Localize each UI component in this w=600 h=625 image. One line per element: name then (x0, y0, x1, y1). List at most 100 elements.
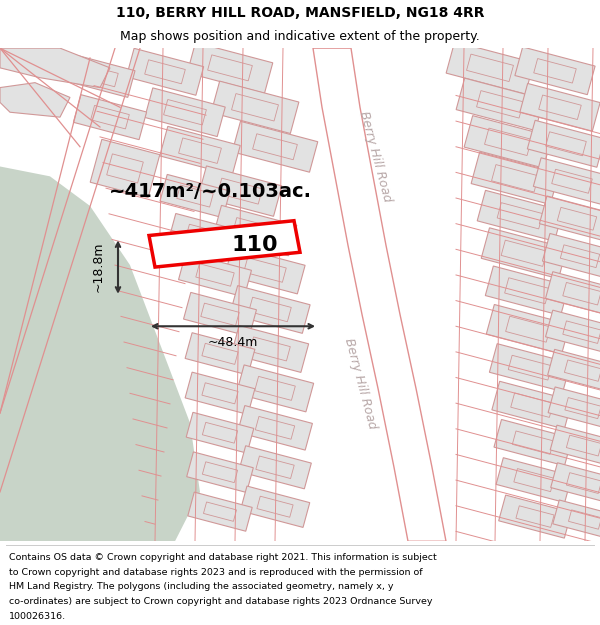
Polygon shape (551, 462, 600, 503)
Polygon shape (534, 59, 576, 83)
Polygon shape (477, 191, 563, 241)
Polygon shape (256, 456, 294, 479)
Polygon shape (198, 166, 282, 216)
Polygon shape (539, 95, 581, 119)
Polygon shape (253, 134, 298, 160)
Polygon shape (553, 500, 600, 539)
Polygon shape (232, 121, 318, 172)
Polygon shape (202, 462, 238, 482)
Polygon shape (516, 506, 554, 528)
Polygon shape (565, 398, 600, 419)
Polygon shape (145, 60, 185, 84)
Polygon shape (65, 54, 135, 98)
Polygon shape (565, 360, 600, 381)
Polygon shape (82, 65, 118, 87)
Polygon shape (506, 316, 550, 342)
Polygon shape (107, 154, 143, 183)
Text: ~417m²/~0.103ac.: ~417m²/~0.103ac. (109, 182, 311, 201)
Polygon shape (187, 452, 253, 493)
Polygon shape (202, 343, 238, 364)
Polygon shape (177, 185, 213, 207)
Polygon shape (203, 502, 236, 521)
Polygon shape (533, 158, 600, 205)
Polygon shape (505, 278, 550, 304)
Polygon shape (485, 266, 569, 316)
Polygon shape (492, 381, 572, 429)
Text: 100026316.: 100026316. (9, 612, 66, 621)
Polygon shape (464, 116, 552, 168)
Polygon shape (202, 382, 238, 404)
Polygon shape (202, 422, 238, 443)
Polygon shape (471, 152, 559, 204)
Text: Map shows position and indicative extent of the property.: Map shows position and indicative extent… (120, 29, 480, 42)
Polygon shape (557, 208, 596, 230)
Text: 110, BERRY HILL ROAD, MANSFIELD, NG18 4RR: 110, BERRY HILL ROAD, MANSFIELD, NG18 4R… (116, 6, 484, 21)
Polygon shape (548, 387, 600, 429)
Polygon shape (249, 298, 291, 322)
Polygon shape (566, 435, 600, 456)
Polygon shape (511, 393, 553, 418)
Polygon shape (446, 42, 534, 94)
Text: to Crown copyright and database rights 2023 and is reproduced with the permissio: to Crown copyright and database rights 2… (9, 568, 422, 577)
Polygon shape (187, 42, 273, 93)
Polygon shape (239, 446, 311, 489)
Polygon shape (566, 472, 600, 494)
Polygon shape (545, 272, 600, 316)
Polygon shape (184, 292, 256, 336)
Polygon shape (256, 416, 295, 439)
Polygon shape (0, 166, 200, 541)
Polygon shape (490, 344, 571, 392)
Polygon shape (497, 202, 543, 229)
Polygon shape (560, 245, 599, 268)
Polygon shape (257, 496, 293, 518)
Polygon shape (520, 84, 600, 131)
Text: ~18.8m: ~18.8m (91, 242, 104, 292)
Polygon shape (179, 253, 251, 297)
Text: Berry Hill Road: Berry Hill Road (356, 110, 394, 204)
Polygon shape (179, 138, 221, 163)
Polygon shape (185, 332, 255, 375)
Polygon shape (213, 206, 297, 256)
Polygon shape (546, 132, 586, 156)
Polygon shape (145, 88, 225, 137)
Polygon shape (542, 234, 600, 279)
Polygon shape (233, 217, 277, 244)
Polygon shape (481, 228, 567, 279)
Polygon shape (485, 128, 532, 156)
Text: Contains OS data © Crown copyright and database right 2021. This information is : Contains OS data © Crown copyright and d… (9, 553, 437, 562)
Polygon shape (232, 326, 308, 372)
Polygon shape (456, 78, 544, 131)
Polygon shape (550, 425, 600, 466)
Polygon shape (501, 240, 547, 266)
Polygon shape (230, 286, 310, 333)
Polygon shape (514, 469, 554, 492)
Polygon shape (496, 458, 572, 503)
Polygon shape (232, 94, 278, 121)
Polygon shape (476, 91, 523, 118)
Polygon shape (160, 126, 240, 175)
Polygon shape (563, 282, 600, 305)
Polygon shape (0, 48, 110, 88)
Polygon shape (548, 349, 600, 392)
Polygon shape (196, 264, 234, 286)
Polygon shape (149, 221, 300, 267)
Polygon shape (211, 81, 299, 134)
Polygon shape (225, 246, 305, 294)
Polygon shape (164, 99, 206, 125)
Text: co-ordinates) are subject to Crown copyright and database rights 2023 Ordnance S: co-ordinates) are subject to Crown copyr… (9, 597, 433, 606)
Polygon shape (467, 54, 514, 82)
Polygon shape (90, 139, 160, 198)
Polygon shape (188, 492, 252, 531)
Polygon shape (563, 321, 600, 343)
Polygon shape (255, 376, 295, 401)
Polygon shape (160, 174, 230, 218)
Polygon shape (568, 510, 600, 529)
Polygon shape (487, 304, 569, 354)
Polygon shape (545, 310, 600, 354)
Text: ~48.4m: ~48.4m (208, 336, 258, 349)
Polygon shape (494, 419, 572, 466)
Polygon shape (0, 82, 70, 117)
Polygon shape (208, 55, 253, 81)
Polygon shape (73, 94, 146, 139)
Polygon shape (491, 164, 538, 192)
